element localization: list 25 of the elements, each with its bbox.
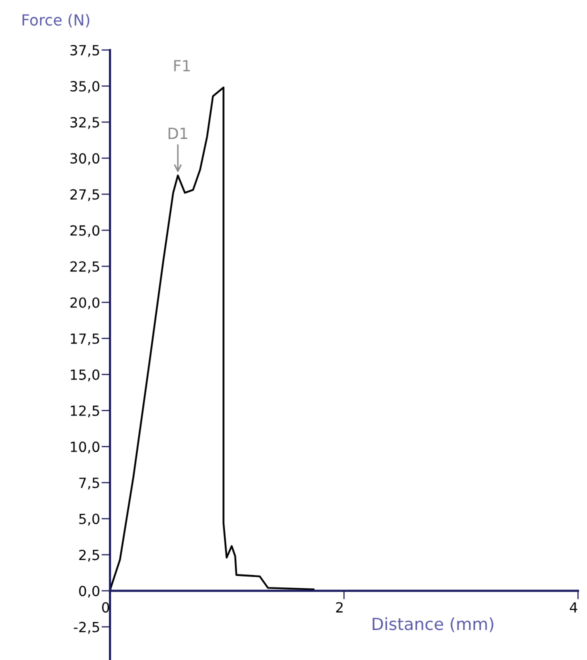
x-axis-title: Distance (mm) <box>372 617 494 632</box>
x-tick-label: 4 <box>570 602 578 612</box>
y-tick-label: 15,0 <box>70 369 100 382</box>
y-tick-label: 30,0 <box>70 153 100 166</box>
y-tick-label: 35,0 <box>70 81 100 93</box>
y-tick-label: 25,0 <box>70 225 100 238</box>
annotation: D1 <box>168 128 188 139</box>
x-tick-label: 2 <box>336 602 343 612</box>
y-tick-label: 10,0 <box>70 442 100 454</box>
y-tick-label: 5,0 <box>79 514 100 526</box>
x-tick-label: 0 <box>102 602 110 613</box>
y-axis-title: Force (N) <box>22 14 90 28</box>
y-tick-label: 22,5 <box>70 261 100 274</box>
y-tick-label: 17,5 <box>70 334 100 346</box>
y-tick-label: 7,5 <box>79 478 100 490</box>
y-tick-label: 12,5 <box>70 405 100 418</box>
y-tick-label: 20,0 <box>70 297 100 310</box>
y-tick-label: 27,5 <box>70 189 100 202</box>
y-tick-label: 32,5 <box>70 117 100 129</box>
y-tick-label: 2,5 <box>79 550 100 562</box>
line-series <box>110 86 314 592</box>
y-tick-label: -2,5 <box>74 622 100 634</box>
y-tick-label: 0,0 <box>79 586 100 598</box>
annotation: F1 <box>174 60 190 72</box>
y-tick-label: 37,5 <box>70 44 100 57</box>
